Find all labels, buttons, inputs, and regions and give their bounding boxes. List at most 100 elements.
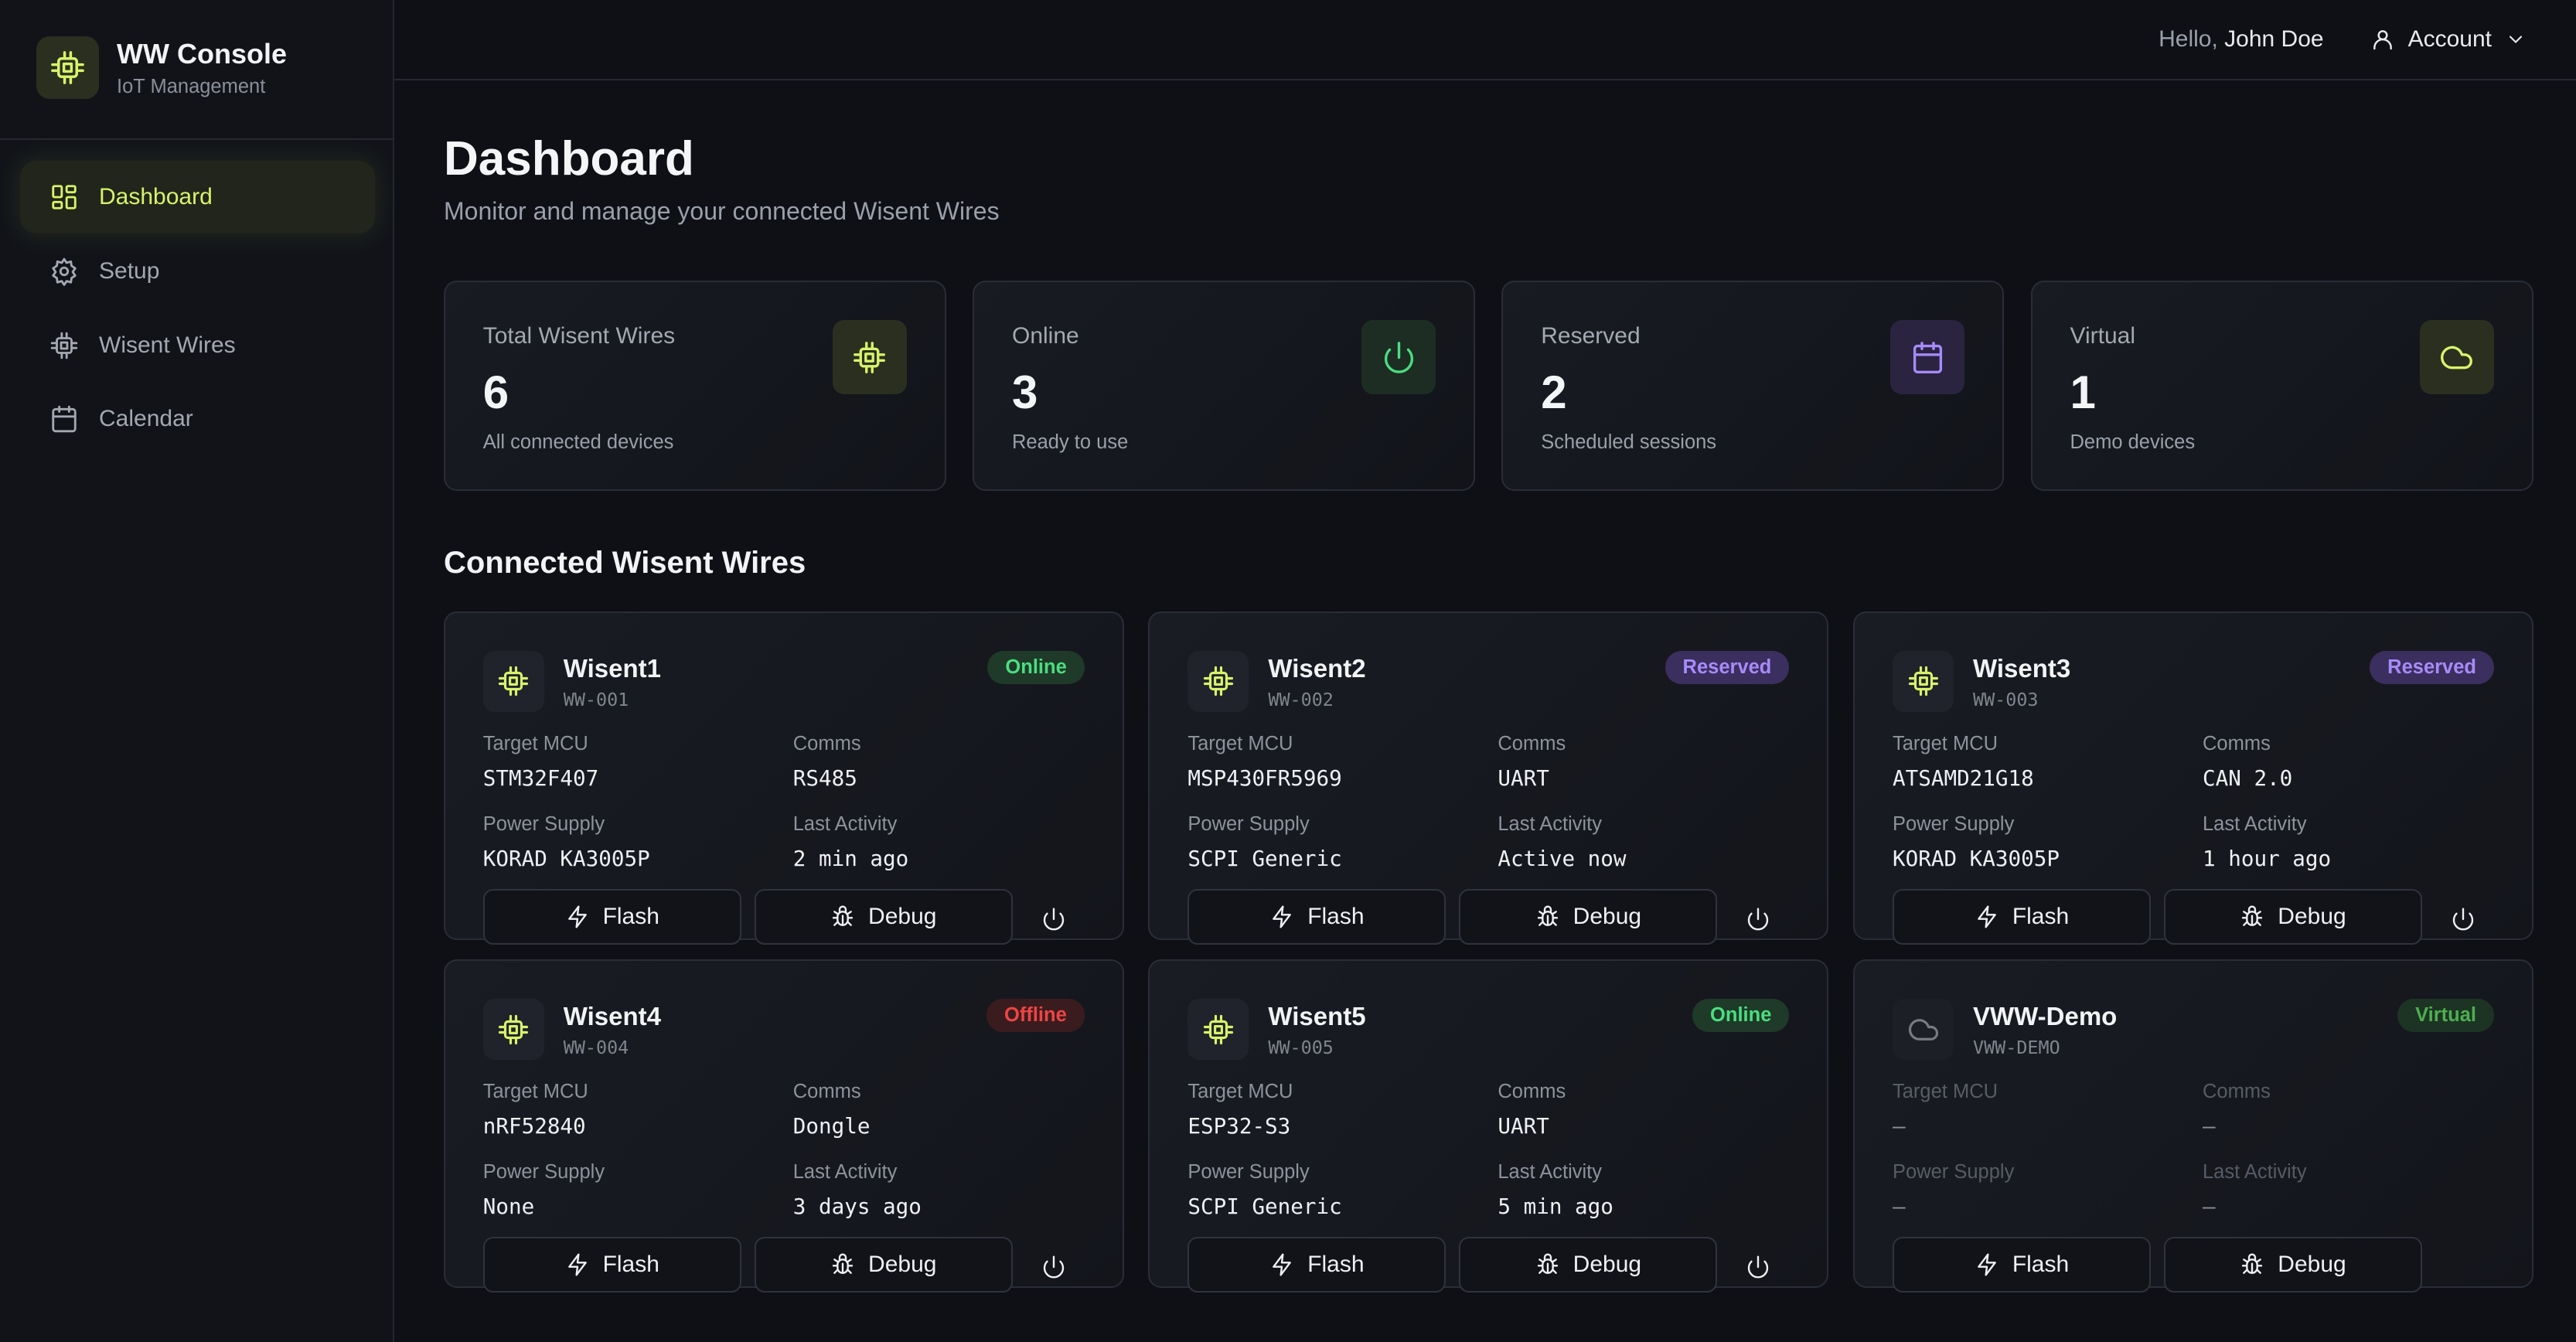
status-badge: Online: [987, 650, 1085, 684]
field-label-power: Power Supply: [1893, 812, 2015, 835]
sidebar-item-calendar[interactable]: Calendar: [20, 383, 375, 455]
field-value-mcu: STM32F407: [482, 765, 599, 791]
power-button[interactable]: [1041, 1255, 1066, 1283]
greeting-label: Hello,: [2159, 26, 2218, 52]
field-label-mcu: Target MCU: [1187, 732, 1293, 754]
chevron-down-icon: [2505, 29, 2527, 50]
cloud-icon: [2439, 340, 2474, 375]
field-label-power: Power Supply: [1893, 1161, 2015, 1183]
field-label-activity: Last Activity: [792, 812, 898, 835]
calendar-icon: [49, 404, 79, 434]
account-menu[interactable]: Account: [2370, 26, 2527, 53]
device-id: WW-002: [1268, 688, 1334, 710]
device-id: WW-001: [563, 688, 629, 710]
sidebar-item-label: Calendar: [99, 406, 193, 432]
power-icon: [1382, 340, 1416, 375]
field-label-comms: Comms: [792, 732, 861, 754]
device-name: Wisent5: [1268, 1002, 1366, 1030]
stat-card-online: Online 3 Ready to use: [973, 281, 1475, 491]
field-value-activity: 5 min ago: [1498, 1194, 1613, 1219]
flash-button[interactable]: Flash: [1893, 1237, 2151, 1293]
device-name: Wisent3: [1973, 653, 2071, 683]
power-button[interactable]: [1746, 1255, 1770, 1283]
device-name: VWW-Demo: [1973, 1002, 2118, 1030]
section-title: Connected Wisent Wires: [444, 546, 806, 580]
field-value-activity: 1 hour ago: [2203, 845, 2332, 871]
field-label-mcu: Target MCU: [1893, 1081, 1998, 1102]
stat-label: Online: [1012, 323, 1079, 349]
stat-caption: Demo devices: [2070, 431, 2196, 453]
device-id: WW-003: [1973, 688, 2039, 710]
page-title: Dashboard: [444, 132, 694, 186]
flash-label: Flash: [1307, 903, 1365, 929]
debug-button[interactable]: Debug: [754, 888, 1013, 945]
power-button[interactable]: [2451, 907, 2475, 935]
field-label-activity: Last Activity: [2203, 812, 2307, 835]
stat-icon-box: [1890, 320, 1965, 394]
stat-value: 6: [482, 366, 509, 418]
device-id: WW-005: [1268, 1037, 1334, 1058]
sidebar-item-label: Wisent Wires: [99, 332, 236, 358]
power-button[interactable]: [1041, 907, 1066, 935]
field-value-mcu: ESP32-S3: [1187, 1113, 1291, 1139]
stat-value: 2: [1541, 366, 1567, 418]
device-card: Wisent2 WW-002 Reserved Target MCU MSP430FR5…: [1148, 611, 1829, 945]
topbar: Hello, John Doe Account: [394, 0, 2576, 80]
flash-label: Flash: [602, 903, 659, 929]
field-value-comms: RS485: [792, 765, 857, 791]
debug-button[interactable]: Debug: [754, 1237, 1013, 1293]
flash-button[interactable]: Flash: [482, 888, 741, 945]
status-badge: Online: [1692, 999, 1790, 1032]
field-value-power: None: [482, 1194, 535, 1219]
field-label-power: Power Supply: [1187, 1161, 1310, 1183]
stat-icon-box: [1361, 320, 1436, 394]
flash-button[interactable]: Flash: [1893, 888, 2151, 945]
field-value-comms: CAN 2.0: [2203, 765, 2293, 791]
stat-card-virtual: Virtual 1 Demo devices: [2030, 281, 2533, 491]
chip-icon: [497, 665, 530, 697]
stat-label: Total Wisent Wires: [482, 323, 676, 349]
debug-button[interactable]: Debug: [1459, 888, 1718, 945]
sidebar-item-setup[interactable]: Setup: [20, 235, 375, 308]
stat-card-reserved: Reserved 2 Scheduled sessions: [1501, 281, 2005, 491]
field-label-mcu: Target MCU: [1187, 1081, 1293, 1102]
device-card: Wisent4 WW-004 Offline Target MCU nRF52840 Co…: [443, 959, 1124, 1293]
sidebar-item-dashboard[interactable]: Dashboard: [20, 161, 375, 234]
debug-button[interactable]: Debug: [1459, 1237, 1718, 1293]
flash-button[interactable]: Flash: [482, 1237, 741, 1293]
field-value-power: SCPI Generic: [1187, 845, 1342, 871]
field-label-activity: Last Activity: [792, 1161, 898, 1183]
device-id: VWW-DEMO: [1973, 1037, 2060, 1058]
zap-icon: [1269, 1252, 1294, 1277]
brand-title: WW Console: [117, 38, 287, 70]
field-label-comms: Comms: [792, 1081, 861, 1102]
debug-label: Debug: [2278, 903, 2346, 929]
field-value-power: KORAD KA3005P: [482, 845, 650, 871]
device-card: Wisent1 WW-001 Online Target MCU STM32F407 Co…: [443, 611, 1124, 945]
sidebar-item-wisent-wires[interactable]: Wisent Wires: [20, 309, 375, 382]
flash-button[interactable]: Flash: [1187, 1237, 1446, 1293]
chip-icon: [852, 340, 887, 375]
power-button[interactable]: [1746, 907, 1770, 935]
device-icon-box: [1187, 999, 1249, 1060]
status-badge: Virtual: [2397, 999, 2494, 1032]
bug-icon: [1535, 904, 1560, 929]
bug-icon: [2240, 904, 2264, 929]
field-value-comms: —: [2203, 1113, 2216, 1139]
logo: [36, 36, 99, 99]
field-value-activity: —: [2203, 1194, 2216, 1219]
field-value-mcu: nRF52840: [482, 1113, 586, 1139]
debug-button[interactable]: Debug: [2164, 1237, 2422, 1293]
stat-value: 1: [2070, 366, 2096, 418]
field-value-power: —: [1893, 1194, 1906, 1219]
device-icon-box: [482, 999, 544, 1060]
stat-caption: Scheduled sessions: [1541, 431, 1717, 453]
sidebar-item-label: Dashboard: [99, 184, 213, 210]
debug-button[interactable]: Debug: [2164, 888, 2422, 945]
field-value-power: KORAD KA3005P: [1893, 845, 2060, 871]
flash-button[interactable]: Flash: [1187, 888, 1446, 945]
field-label-power: Power Supply: [482, 1161, 605, 1183]
calendar-icon: [1910, 340, 1945, 375]
field-value-comms: UART: [1498, 765, 1549, 791]
debug-label: Debug: [868, 1252, 937, 1277]
